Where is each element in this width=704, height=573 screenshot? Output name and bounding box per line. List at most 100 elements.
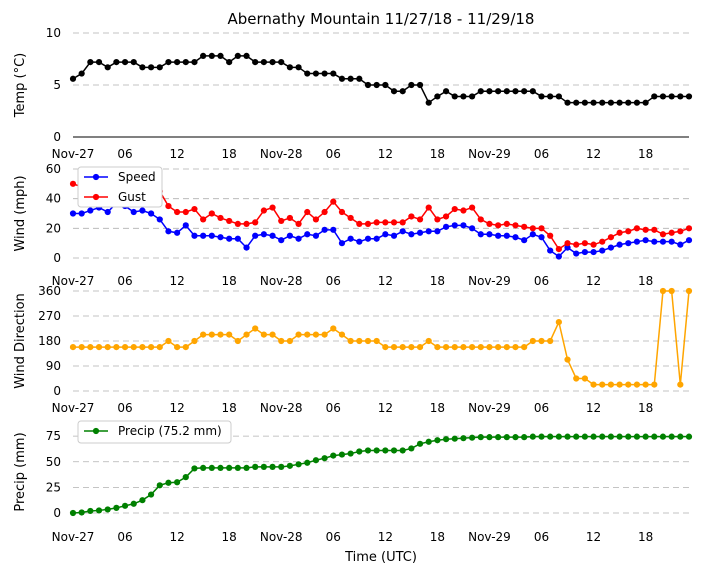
legend-swatch-marker	[92, 173, 100, 181]
wind-ytick-label: 40	[46, 192, 61, 206]
precip-xtick-label: Nov-29	[468, 530, 511, 544]
temp-data-point	[486, 88, 493, 95]
precip-xtick-label: 18	[430, 530, 445, 544]
temp-data-point	[685, 93, 693, 100]
temp-data-point	[547, 93, 554, 100]
precip-data-point	[390, 447, 398, 454]
temp-panel: 0 5 10 Nov-27 06 12 18 Nov-28 06 12 18 Nov-29 06 12 18…	[13, 26, 693, 161]
temp-data-point	[174, 59, 181, 66]
wind-data-point	[338, 240, 346, 247]
wind-data-point	[668, 238, 675, 245]
temp-xtick-label: 18	[222, 147, 237, 161]
wind-data-point	[382, 219, 389, 226]
wind-data-point	[252, 232, 259, 239]
temp-data-point	[616, 99, 623, 106]
precip-data-point	[113, 504, 120, 511]
wind-data-point	[165, 202, 172, 210]
wind-data-point	[321, 226, 328, 233]
wind-xtick-label: Nov-29	[468, 274, 511, 288]
direction-data-point	[442, 344, 450, 351]
temp-data-point	[607, 99, 615, 106]
direction-data-point	[495, 344, 502, 351]
direction-data-point	[590, 381, 597, 388]
precip-xtick-label: 06	[534, 530, 549, 544]
temp-data-point	[269, 59, 276, 66]
wind-data-point	[503, 232, 510, 239]
precip-xtick-label: 06	[326, 530, 341, 544]
direction-xtick-label: 06	[326, 401, 341, 415]
wind-series-speed	[69, 200, 693, 260]
direction-data-point	[338, 331, 346, 338]
wind-ytick-label: 20	[46, 221, 61, 235]
direction-data-point	[104, 344, 111, 351]
precip-data-point	[269, 463, 276, 470]
precip-legend: Precip (75.2 mm)	[77, 420, 232, 444]
wind-xtick-label: 18	[222, 274, 237, 288]
wind-data-point	[295, 235, 302, 242]
wind-data-point	[521, 237, 528, 244]
wind-data-point	[200, 232, 207, 239]
temp-data-point	[147, 64, 155, 71]
wind-data-point	[191, 205, 198, 213]
wind-data-point	[382, 231, 389, 238]
temp-series-temp	[69, 52, 693, 106]
precip-data-point	[200, 464, 207, 471]
wind-data-point	[321, 208, 328, 216]
precip-data-point	[217, 464, 224, 471]
temp-data-point	[442, 88, 450, 95]
direction-data-point	[191, 337, 198, 345]
direction-data-point	[330, 325, 337, 332]
wind-data-point	[130, 208, 137, 216]
direction-data-point	[95, 344, 103, 351]
wind-data-point	[286, 232, 294, 239]
temp-data-point	[495, 88, 502, 95]
temp-data-point	[182, 59, 189, 66]
wind-data-point	[364, 235, 372, 242]
precip-data-point	[104, 506, 111, 513]
precip-data-point	[364, 447, 372, 454]
wind-data-point	[330, 198, 337, 205]
precip-data-point	[503, 434, 510, 441]
direction-data-point	[278, 337, 285, 345]
direction-data-point	[607, 381, 615, 388]
wind-legend: Speed Gust	[77, 166, 163, 208]
wind-data-point	[425, 204, 432, 211]
precip-data-point	[442, 436, 450, 443]
direction-data-point	[573, 375, 580, 382]
direction-data-point	[304, 331, 311, 338]
precip-data-point	[486, 434, 493, 441]
direction-data-point	[69, 344, 77, 351]
temp-data-point	[512, 88, 519, 95]
wind-data-point	[642, 226, 649, 233]
temp-data-point	[295, 64, 302, 71]
direction-data-point	[642, 381, 649, 388]
direction-data-point	[312, 331, 320, 338]
direction-xtick-label: 18	[638, 401, 653, 415]
wind-data-point	[434, 228, 441, 235]
wind-data-point	[269, 204, 276, 211]
temp-data-point	[390, 88, 398, 95]
direction-xtick-label: 12	[586, 401, 601, 415]
temp-data-point	[121, 59, 129, 66]
precip-data-point	[286, 462, 294, 469]
wind-data-point	[486, 220, 493, 227]
precip-data-point	[599, 433, 606, 440]
direction-data-point	[547, 337, 554, 345]
direction-data-point	[130, 344, 137, 351]
wind-data-point	[347, 235, 354, 242]
direction-ytick-label: 360	[38, 284, 61, 298]
temp-data-point	[69, 75, 77, 82]
direction-data-point	[243, 331, 250, 338]
temp-data-point	[373, 81, 380, 89]
wind-data-point	[356, 238, 363, 245]
precip-data-point	[651, 433, 658, 440]
temp-data-point	[503, 88, 510, 95]
wind-data-point	[625, 228, 632, 235]
wind-data-point	[226, 235, 233, 242]
wind-data-point	[147, 210, 155, 217]
wind-data-point	[69, 210, 77, 217]
direction-data-point	[286, 337, 294, 345]
wind-data-point	[607, 244, 615, 251]
wind-data-point	[581, 240, 588, 247]
wind-xtick-label: 12	[378, 274, 393, 288]
